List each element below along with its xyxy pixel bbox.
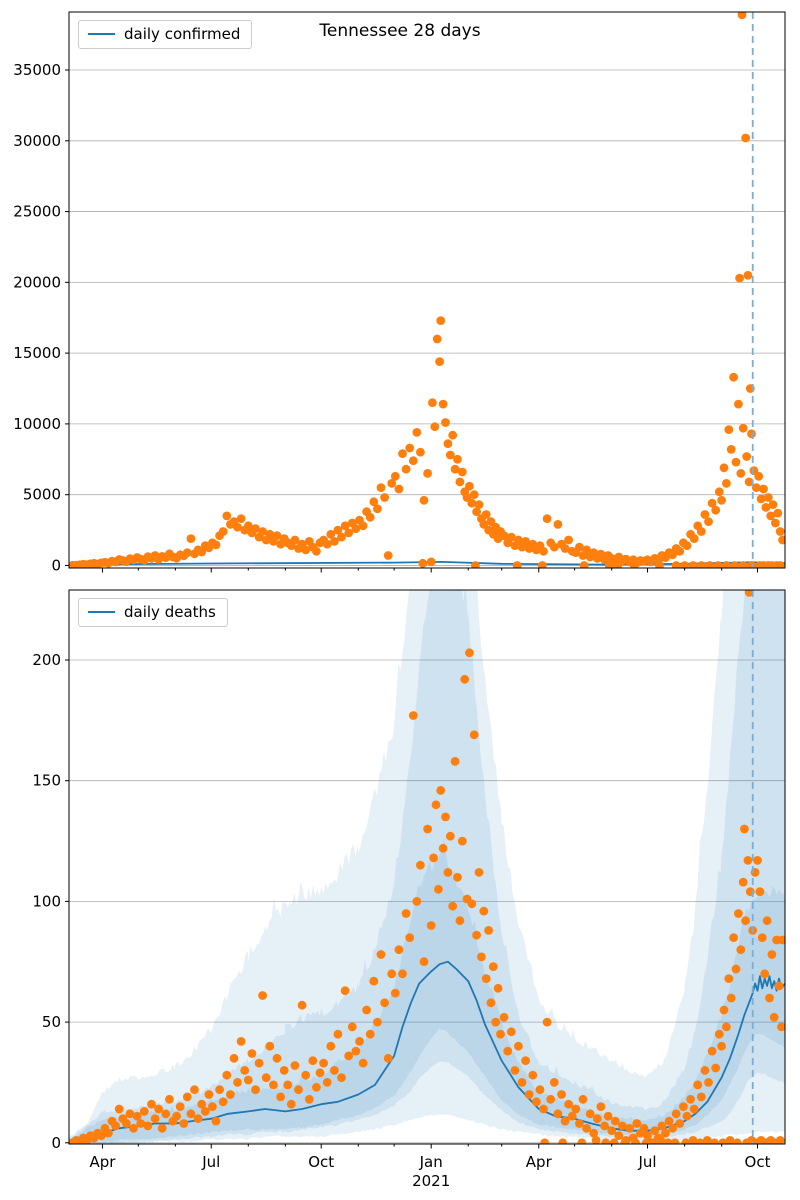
- legend-label-deaths: daily deaths: [124, 603, 216, 621]
- daily-confirmed-scatter: [69, 12, 785, 568]
- y-axis-ticks: 0 50 100 150 200: [32, 651, 69, 1152]
- daily-deaths-scatter: [69, 590, 785, 1144]
- svg-text:Apr: Apr: [526, 1153, 553, 1171]
- svg-text:0: 0: [51, 1134, 61, 1152]
- confidence-band-outer: [69, 590, 785, 1144]
- daily-deaths-line: [69, 960, 785, 1144]
- gridlines: [69, 69, 785, 566]
- svg-text:25000: 25000: [13, 203, 61, 221]
- legend-daily-confirmed: daily confirmed: [78, 20, 253, 49]
- legend-label-confirmed: daily confirmed: [124, 25, 241, 43]
- svg-text:50: 50: [42, 1013, 61, 1031]
- svg-text:0: 0: [51, 556, 61, 574]
- svg-text:Jul: Jul: [201, 1153, 220, 1171]
- chart-title: Tennessee 28 days: [319, 21, 481, 41]
- confirmed-chart: 0 5000 10000 15000 20000 25000 30000 35000: [13, 11, 786, 574]
- axes-spines: [68, 589, 786, 1145]
- confidence-band-core: [69, 837, 785, 1144]
- svg-text:30000: 30000: [13, 132, 61, 150]
- legend-line-swatch-deaths: [88, 611, 115, 613]
- y-axis-ticks: 0 5000 10000 15000 20000 25000 30000 35000: [13, 61, 69, 574]
- x-axis-ticks: [101, 568, 759, 573]
- svg-text:5000: 5000: [23, 486, 61, 504]
- svg-text:Oct: Oct: [308, 1153, 334, 1171]
- svg-text:15000: 15000: [13, 344, 61, 362]
- svg-text:20000: 20000: [13, 273, 61, 291]
- svg-text:35000: 35000: [13, 61, 61, 79]
- svg-text:Oct: Oct: [745, 1153, 771, 1171]
- svg-text:Jul: Jul: [637, 1153, 656, 1171]
- confidence-band-mid: [69, 590, 785, 1144]
- svg-text:2021: 2021: [412, 1172, 450, 1190]
- svg-text:100: 100: [32, 892, 61, 910]
- svg-text:Apr: Apr: [89, 1153, 116, 1171]
- svg-text:200: 200: [32, 651, 61, 669]
- svg-text:150: 150: [32, 772, 61, 790]
- legend-line-swatch-confirmed: [88, 33, 115, 35]
- gridlines: [69, 659, 785, 1144]
- legend-daily-deaths: daily deaths: [78, 598, 228, 627]
- svg-text:10000: 10000: [13, 415, 61, 433]
- axes-spines: [68, 11, 786, 569]
- svg-text:Jan: Jan: [419, 1153, 443, 1171]
